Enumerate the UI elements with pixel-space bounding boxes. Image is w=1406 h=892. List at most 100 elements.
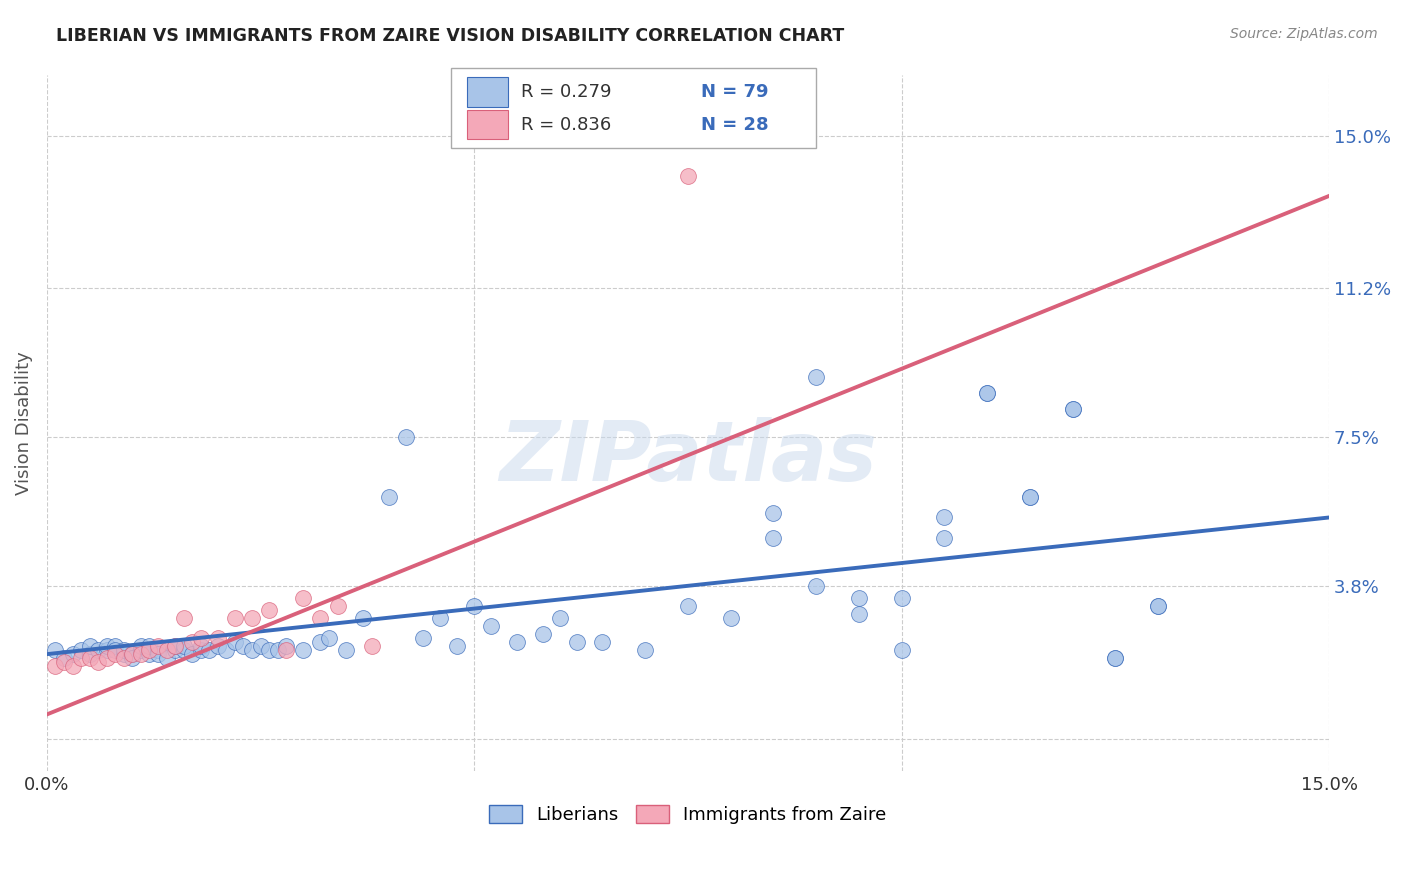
Point [181, 647, 204, 661]
Text: LIBERIAN VS IMMIGRANTS FROM ZAIRE VISION DISABILITY CORRELATION CHART: LIBERIAN VS IMMIGRANTS FROM ZAIRE VISION… [56, 27, 845, 45]
Point [1062, 401, 1084, 416]
Legend: Liberians, Immigrants from Zaire: Liberians, Immigrants from Zaire [489, 805, 887, 824]
Point [165, 643, 187, 657]
Point [53, 655, 76, 669]
Point [848, 591, 870, 605]
Point [62, 659, 84, 673]
Point [890, 591, 912, 605]
Point [190, 639, 212, 653]
Point [165, 639, 187, 653]
Point [934, 510, 956, 524]
Point [224, 635, 246, 649]
Point [360, 639, 382, 653]
Point [44, 643, 66, 657]
Point [146, 647, 169, 661]
Point [634, 643, 657, 657]
Point [249, 639, 271, 653]
Point [318, 631, 340, 645]
Point [1147, 599, 1170, 613]
Point [1062, 401, 1084, 416]
Point [87, 643, 110, 657]
Point [1104, 651, 1126, 665]
Point [79, 639, 101, 653]
Point [276, 643, 298, 657]
Point [257, 643, 280, 657]
Point [352, 611, 374, 625]
Point [240, 611, 263, 625]
Point [976, 385, 998, 400]
Point [292, 643, 315, 657]
Point [335, 643, 357, 657]
Point [232, 639, 254, 653]
Point [463, 599, 485, 613]
Point [309, 635, 332, 649]
Point [848, 607, 870, 621]
Point [112, 643, 135, 657]
Point [1018, 491, 1040, 505]
Point [138, 647, 160, 661]
Point [592, 635, 614, 649]
Point [240, 643, 263, 657]
Point [190, 631, 212, 645]
Point [96, 639, 118, 653]
Text: N = 79: N = 79 [700, 83, 768, 101]
Point [173, 611, 195, 625]
Point [224, 611, 246, 625]
Point [207, 631, 229, 645]
Point [173, 643, 195, 657]
Point [129, 647, 152, 661]
Point [190, 643, 212, 657]
Point [44, 659, 66, 673]
Point [531, 627, 554, 641]
Point [215, 643, 238, 657]
Point [762, 531, 785, 545]
FancyBboxPatch shape [467, 110, 509, 139]
Point [804, 579, 827, 593]
FancyBboxPatch shape [451, 69, 815, 148]
Point [146, 643, 169, 657]
Text: ZIPatlas: ZIPatlas [499, 417, 877, 499]
Point [565, 635, 588, 649]
Point [266, 643, 288, 657]
Point [548, 611, 571, 625]
Text: R = 0.279: R = 0.279 [522, 83, 612, 101]
Point [129, 639, 152, 653]
Point [676, 599, 699, 613]
Point [138, 639, 160, 653]
Point [112, 647, 135, 661]
Point [165, 639, 187, 653]
Point [276, 639, 298, 653]
Point [104, 647, 127, 661]
Point [257, 603, 280, 617]
Point [446, 639, 468, 653]
Point [804, 369, 827, 384]
Point [378, 491, 401, 505]
Point [129, 643, 152, 657]
Point [173, 639, 195, 653]
Point [53, 651, 76, 665]
Y-axis label: Vision Disability: Vision Disability [15, 351, 32, 495]
Point [104, 643, 127, 657]
FancyBboxPatch shape [467, 78, 509, 107]
Point [934, 531, 956, 545]
Point [720, 611, 742, 625]
Point [326, 599, 349, 613]
Point [506, 635, 529, 649]
Point [138, 643, 160, 657]
Point [207, 639, 229, 653]
Point [976, 385, 998, 400]
Point [87, 655, 110, 669]
Point [146, 639, 169, 653]
Point [121, 651, 143, 665]
Point [70, 651, 93, 665]
Point [676, 169, 699, 183]
Point [70, 643, 93, 657]
Point [79, 651, 101, 665]
Point [79, 647, 101, 661]
Point [1018, 491, 1040, 505]
Point [479, 619, 502, 633]
Point [104, 639, 127, 653]
Point [309, 611, 332, 625]
Point [112, 651, 135, 665]
Point [96, 651, 118, 665]
